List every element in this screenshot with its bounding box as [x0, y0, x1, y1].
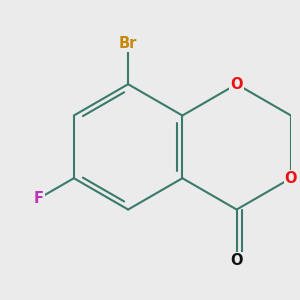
Text: Br: Br: [119, 36, 137, 51]
Text: O: O: [285, 171, 297, 186]
Text: O: O: [230, 77, 243, 92]
Text: F: F: [34, 191, 44, 206]
Text: O: O: [230, 254, 243, 268]
